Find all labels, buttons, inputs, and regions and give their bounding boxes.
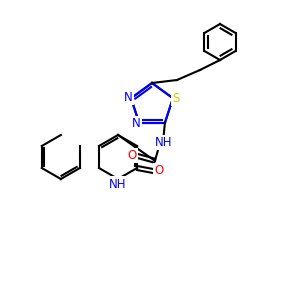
Text: O: O [154, 164, 164, 178]
Text: N: N [124, 91, 133, 104]
Text: N: N [132, 117, 140, 130]
Text: S: S [172, 92, 180, 105]
Text: NH: NH [109, 178, 127, 190]
Text: NH: NH [155, 136, 173, 149]
Text: O: O [127, 149, 136, 162]
